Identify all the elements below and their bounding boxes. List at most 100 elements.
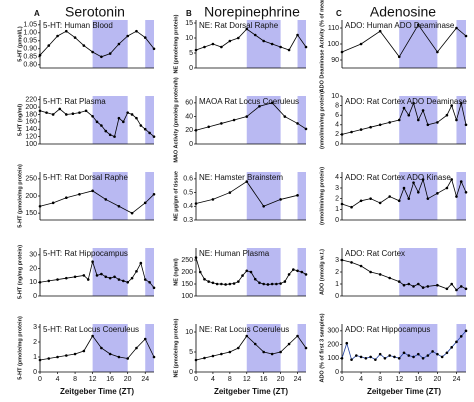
y-tick-label: 0.95 (23, 38, 37, 45)
y-tick-label: 100 (25, 141, 37, 148)
y-tick-label: 0.6 (183, 176, 193, 183)
data-point (108, 352, 112, 356)
data-point (359, 264, 363, 268)
shaded-region (246, 96, 281, 144)
data-point (402, 106, 406, 110)
y-tick-label: 180 (25, 111, 37, 118)
y-axis-label: NE (pmole/mg protein) (173, 318, 179, 377)
y-tick-label: 3 (335, 185, 339, 192)
y-tick-label: 100 (181, 293, 193, 300)
x-tick-label: 4 (359, 376, 363, 383)
data-point (47, 357, 51, 360)
data-point (117, 278, 121, 281)
x-axis-label: Zeitgeber Time (ZT) (214, 387, 288, 396)
y-axis-label: NE (pmole/mg protein) (173, 14, 179, 73)
y-tick-label: 300 (327, 328, 339, 335)
shaded-region (399, 248, 438, 296)
data-point (258, 281, 261, 285)
data-point (270, 101, 274, 105)
data-point (143, 127, 147, 131)
data-point (139, 261, 143, 265)
shaded-region (456, 20, 466, 68)
data-point (152, 47, 156, 51)
data-point (455, 340, 458, 344)
x-tick-label: 16 (414, 376, 422, 383)
y-tick-label: 0 (335, 369, 339, 376)
y-tick-label: 250 (181, 257, 193, 264)
data-point (73, 36, 77, 39)
data-point (245, 334, 249, 338)
y-tick-label: 1 (335, 281, 339, 288)
x-axis-label: Zeitgeber Time (ZT) (60, 387, 134, 396)
data-point (436, 283, 439, 287)
y-tick-label: 0 (33, 369, 37, 376)
data-point (350, 358, 353, 361)
panel-title: NE: Human Plasma (199, 249, 270, 258)
data-point (450, 104, 453, 107)
shaded-region (92, 172, 128, 220)
x-tick-label: 24 (294, 376, 302, 383)
x-tick-label: 12 (395, 376, 403, 383)
data-point (194, 256, 198, 259)
data-point (374, 358, 377, 361)
panel-letter: C (336, 9, 342, 18)
y-axis-label: ADO Deaminase Activity (% of mean) (319, 0, 325, 92)
data-point (152, 286, 156, 290)
data-point (369, 197, 372, 200)
shaded-region (246, 172, 281, 220)
data-point (237, 346, 240, 350)
y-tick-label: 40 (185, 113, 193, 120)
data-point (126, 34, 129, 38)
data-point (296, 33, 299, 37)
data-point (211, 354, 215, 358)
panel-title: 5-HT: Rat Locus Coeruleus (43, 325, 139, 334)
y-axis-label: 5-HT (ng/ml) (17, 104, 23, 136)
panel-title: ADO: Human ADO Deaminase (345, 21, 455, 30)
data-point (388, 354, 391, 357)
x-tick-label: 0 (38, 376, 42, 383)
data-point (237, 36, 240, 40)
y-tick-label: 90 (331, 57, 339, 64)
data-point (417, 190, 420, 194)
data-point (135, 29, 138, 33)
y-tick-label: 220 (25, 97, 37, 104)
data-point (211, 198, 215, 201)
data-point (340, 133, 344, 136)
data-point (455, 288, 458, 292)
y-axis-label: NE μg/gm of tissue (173, 171, 179, 221)
data-point (436, 121, 439, 124)
data-point (108, 133, 112, 137)
y-tick-label: 0 (335, 293, 339, 300)
data-point (459, 180, 463, 183)
y-tick-label: 0.4 (183, 203, 193, 210)
data-point (207, 125, 210, 129)
data-point (407, 197, 411, 200)
column-title: Norepinephrine (204, 4, 300, 20)
data-point (340, 50, 344, 54)
data-point (130, 113, 134, 116)
data-point (117, 204, 121, 208)
y-tick-label: 150 (25, 210, 37, 217)
y-tick-label: 20 (29, 265, 37, 272)
panel-title: NE: Rat Dorsal Raphe (199, 21, 279, 30)
y-tick-label: 2 (335, 196, 339, 203)
shaded-region (456, 324, 466, 372)
data-point (130, 211, 134, 215)
data-point (56, 355, 59, 359)
data-point (232, 282, 236, 285)
data-point (253, 33, 257, 37)
data-point (38, 204, 42, 208)
data-point (100, 124, 103, 127)
y-tick-label: 5 (189, 349, 193, 356)
data-point (51, 113, 55, 116)
data-point (117, 42, 121, 46)
data-point (38, 53, 42, 57)
data-point (58, 107, 62, 111)
data-point (104, 198, 108, 201)
data-point (292, 268, 295, 271)
data-point (266, 283, 270, 286)
shaded-region (399, 324, 438, 372)
y-tick-label: 0 (189, 141, 193, 148)
x-tick-label: 8 (378, 376, 382, 383)
y-axis-label: ADO (% of first 3 samples) (319, 313, 325, 382)
